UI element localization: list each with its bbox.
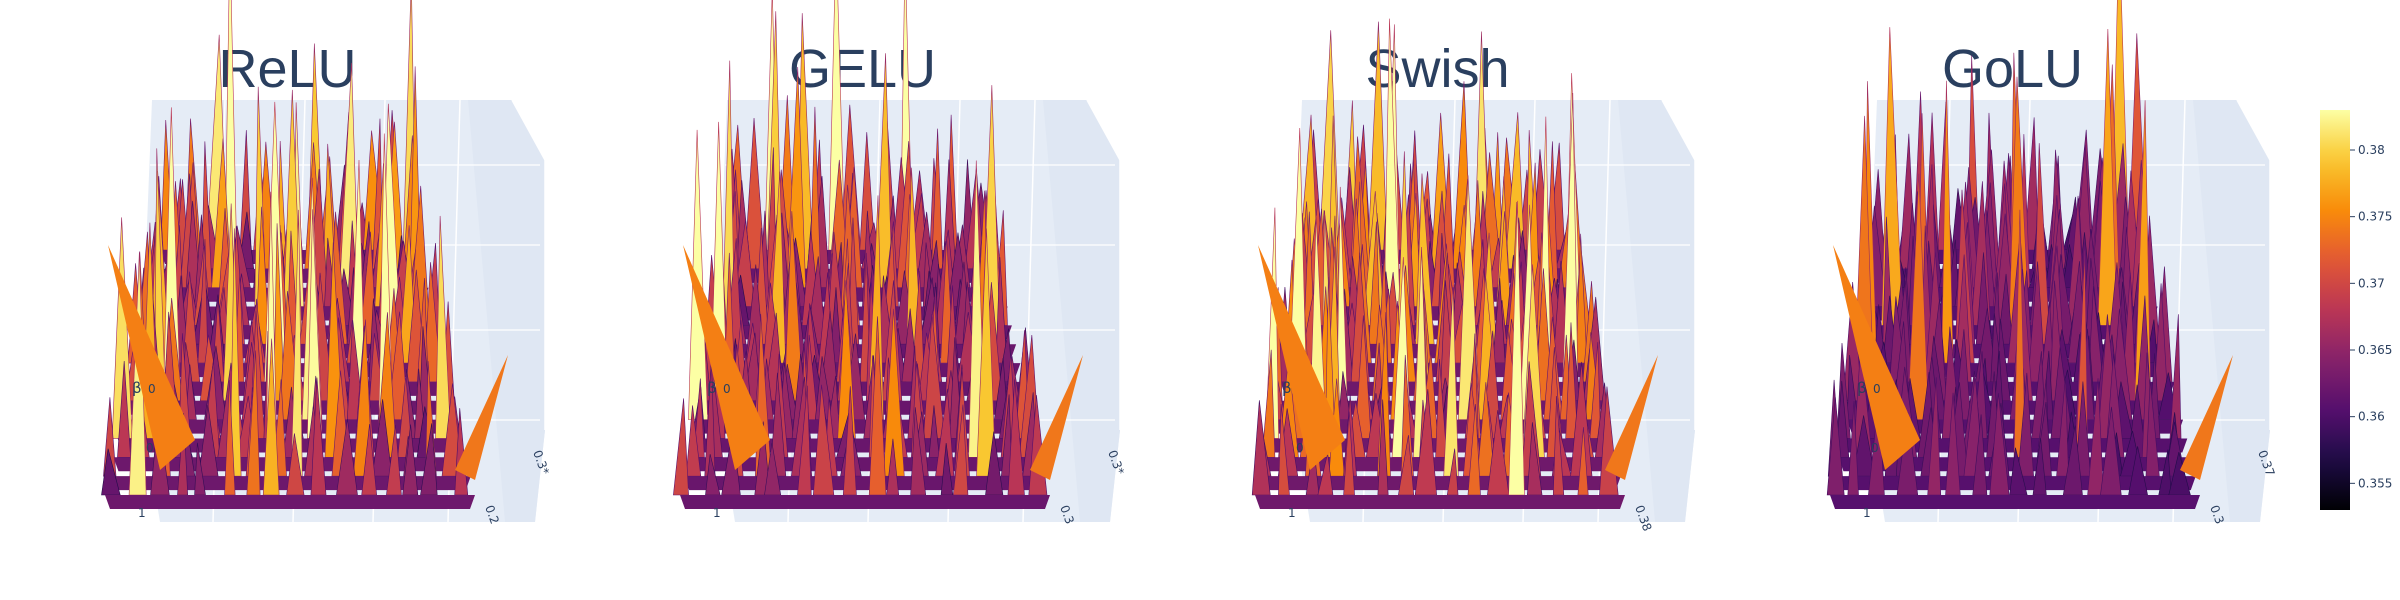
surface-base	[680, 495, 1050, 509]
axis-label-beta: β	[707, 379, 717, 397]
surface-spike	[683, 245, 770, 470]
surface-spikes	[1251, 18, 1658, 509]
surface-spike	[1030, 355, 1083, 480]
grid-line	[511, 99, 546, 161]
scene-side-wall	[2193, 100, 2270, 522]
chart-title-relu: ReLU	[218, 39, 357, 99]
axis-label-beta: β	[132, 379, 142, 397]
tick-label: 1	[1863, 506, 1871, 520]
tick-label: 0	[1296, 441, 1304, 455]
chart-panel-gelu: GELU β 0 1 0.3* 0.3	[575, 0, 1150, 600]
scene-side-wall	[468, 100, 545, 522]
tick-label: 1	[713, 506, 721, 520]
surface-spikes	[101, 0, 508, 509]
surface-base	[1255, 495, 1625, 509]
colorbar-tick-label: 0.38	[2358, 143, 2385, 157]
colorbar-tick-label: 0.365	[2358, 343, 2392, 357]
tick-label: 0	[1873, 382, 1881, 396]
colorbar-tick-label: 0.375	[2358, 210, 2392, 224]
scene-side-wall	[1043, 100, 1120, 522]
axis-label-beta: β	[1282, 379, 1292, 397]
colorbar-tick-label: 0.37	[2358, 276, 2385, 290]
surface-plot-swish[interactable]: β01 0.38	[1150, 0, 1725, 600]
colorbar: 0.38 0.375 0.37 0.365 0.36 0.355	[2320, 110, 2392, 510]
surface-spikes	[673, 0, 1083, 509]
tick-label: 1	[1288, 506, 1296, 520]
surface-spike	[108, 245, 195, 470]
surface-spike	[455, 355, 508, 480]
grid-line	[1661, 99, 1696, 161]
surface-plot-gelu[interactable]: β 010.3*0.3	[575, 0, 1150, 600]
tick-label: 0	[146, 441, 154, 455]
surface-spike	[673, 398, 689, 496]
grid-line	[1086, 99, 1121, 161]
surface-spike	[1258, 245, 1345, 470]
tick-label: 0.3	[1057, 503, 1077, 526]
chart-panel-swish: Swish β 0 1 0.38	[1150, 0, 1725, 600]
scene-side-wall	[1618, 100, 1695, 522]
tick-label: 0	[723, 382, 731, 396]
grid-line	[2236, 99, 2271, 161]
tick-label: 1	[138, 506, 146, 520]
colorbar-tick-label: 0.355	[2358, 476, 2392, 490]
surface-spike	[1833, 245, 1920, 470]
tick-label: 0	[148, 382, 156, 396]
tick-label: 0	[1871, 441, 1879, 455]
surface-spikes	[1826, 0, 2233, 509]
chart-title-golu: GoLU	[1941, 39, 2084, 99]
chart-title-gelu: GELU	[788, 39, 937, 99]
tick-label: 0.2	[482, 503, 502, 526]
tick-label: 0.3	[2207, 503, 2227, 526]
chart-panel-relu: ReLU β 0 0 1 0.3* 0.2	[0, 0, 575, 600]
surface-spike	[1605, 355, 1658, 480]
colorbar-gradient	[2320, 110, 2350, 510]
axis-label-beta: β	[1857, 379, 1867, 397]
colorbar-tick-label: 0.36	[2358, 410, 2385, 424]
surface-spike	[2180, 355, 2233, 480]
surface-base	[1830, 495, 2200, 509]
surface-base	[105, 495, 475, 509]
chart-panel-golu: GoLU β 0 0 1 0.37 0.3	[1725, 0, 2300, 600]
